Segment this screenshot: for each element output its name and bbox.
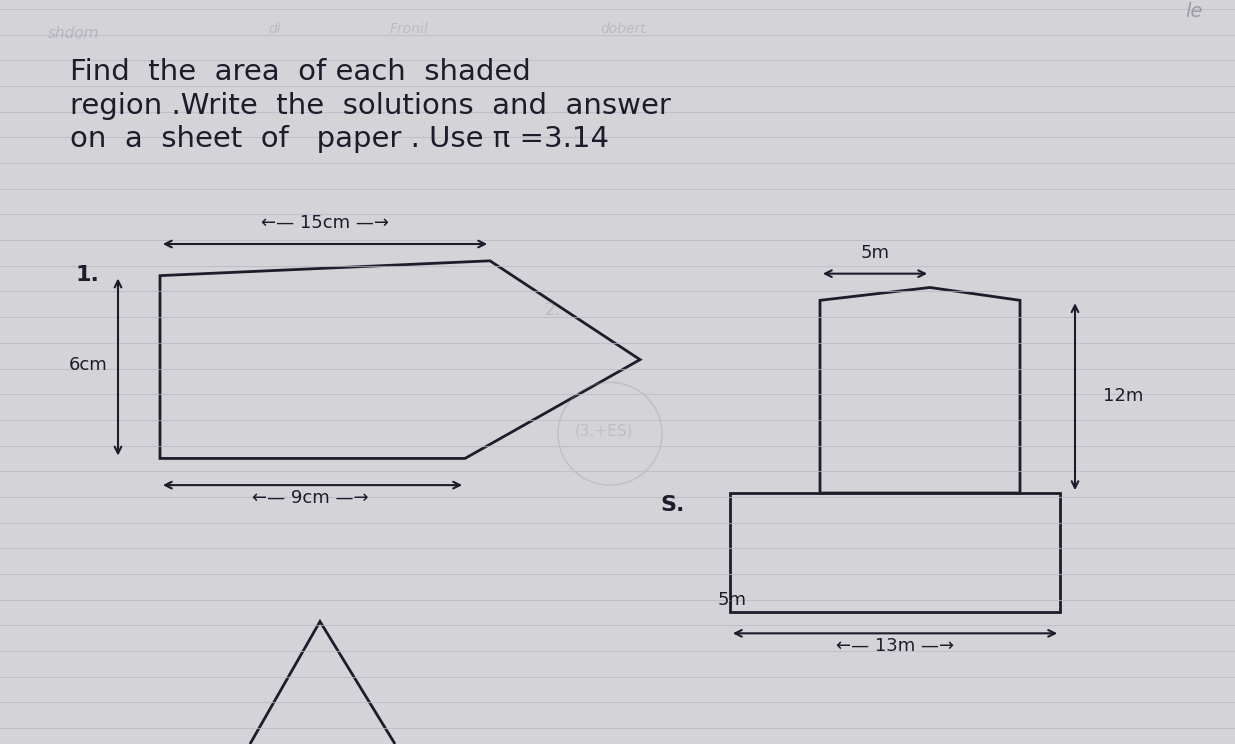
Text: (3.+ES): (3.+ES) [576, 423, 634, 439]
Text: shdom: shdom [48, 27, 100, 42]
Text: 12m: 12m [1103, 387, 1144, 405]
Text: le: le [1186, 1, 1203, 21]
Text: 1.: 1. [75, 265, 99, 284]
Text: di: di [268, 22, 280, 36]
Text: 6cm: 6cm [69, 356, 107, 373]
Text: S.: S. [659, 495, 684, 515]
Text: ←— 15cm —→: ←— 15cm —→ [261, 214, 389, 232]
Text: 2.: 2. [545, 301, 561, 319]
Text: 5m: 5m [861, 244, 889, 262]
Text: dobert: dobert [600, 22, 646, 36]
Text: Find  the  area  of each  shaded: Find the area of each shaded [70, 58, 531, 86]
Text: ←— 13m —→: ←— 13m —→ [836, 637, 955, 655]
Text: 5m: 5m [718, 591, 746, 609]
Text: Fronil: Fronil [390, 22, 429, 36]
Text: on  a  sheet  of   paper . Use π =3.14: on a sheet of paper . Use π =3.14 [70, 125, 609, 153]
Text: ←— 9cm —→: ←— 9cm —→ [252, 489, 368, 507]
Text: region .Write  the  solutions  and  answer: region .Write the solutions and answer [70, 92, 671, 120]
